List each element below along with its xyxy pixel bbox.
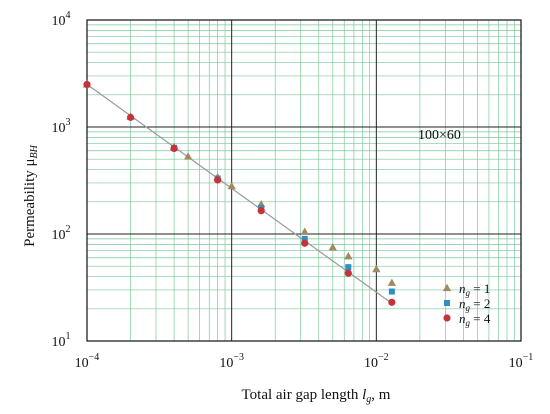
y-tick-label: 104 [52,10,71,29]
data-point-series-3 [344,269,352,277]
y-tick-label: 102 [52,224,71,243]
plot-frame [86,19,522,342]
data-point-series-3 [301,239,309,247]
legend-marker-2 [444,300,450,306]
data-point-series-1 [300,227,309,235]
y-tick-label: 101 [52,331,71,350]
legend-label-3: ng = 4 [459,311,491,328]
x-axis-ticks: 10−4 10−3 10−2 10−1 [75,352,534,371]
annotation-label: 100×60 [418,128,461,143]
legend: ng = 1ng = 2ng = 4 [442,281,491,328]
data-point-series-3 [388,298,396,306]
x-tick-label: 10−2 [364,352,389,371]
data-point-series-1 [344,252,353,260]
y-axis-label: Permeability μBH [22,144,40,247]
x-tick-label: 10−1 [509,352,534,371]
data-point-series-1 [183,152,193,160]
legend-marker-1 [442,283,452,292]
data-point-series-3 [257,207,265,215]
y-axis-ticks: 101 102 103 104 [52,10,71,350]
legend-marker-3 [443,314,451,322]
data-point-series-1 [387,278,397,286]
minor-grid [87,20,521,341]
legend-label-2: ng = 2 [459,296,490,313]
x-tick-label: 10−4 [75,352,100,371]
data-point-series-2 [301,235,308,242]
trend-line [86,83,391,303]
data-point-series-3 [126,113,135,121]
legend-label-1: ng = 1 [459,281,490,298]
y-tick-label: 103 [52,117,71,136]
data-point-series-3 [214,176,222,184]
data-point-series-1 [328,243,337,251]
data-point-series-3 [83,80,91,89]
data-point-series-1 [372,264,381,273]
data-point-series-1 [227,181,236,190]
data-point-series-2 [345,264,352,271]
data-point-series-3 [170,144,178,153]
x-tick-label: 10−3 [219,352,244,371]
data-points [82,80,397,306]
x-axis-label: Total air gap length lg, m [242,387,391,405]
data-point-series-2 [388,288,395,295]
